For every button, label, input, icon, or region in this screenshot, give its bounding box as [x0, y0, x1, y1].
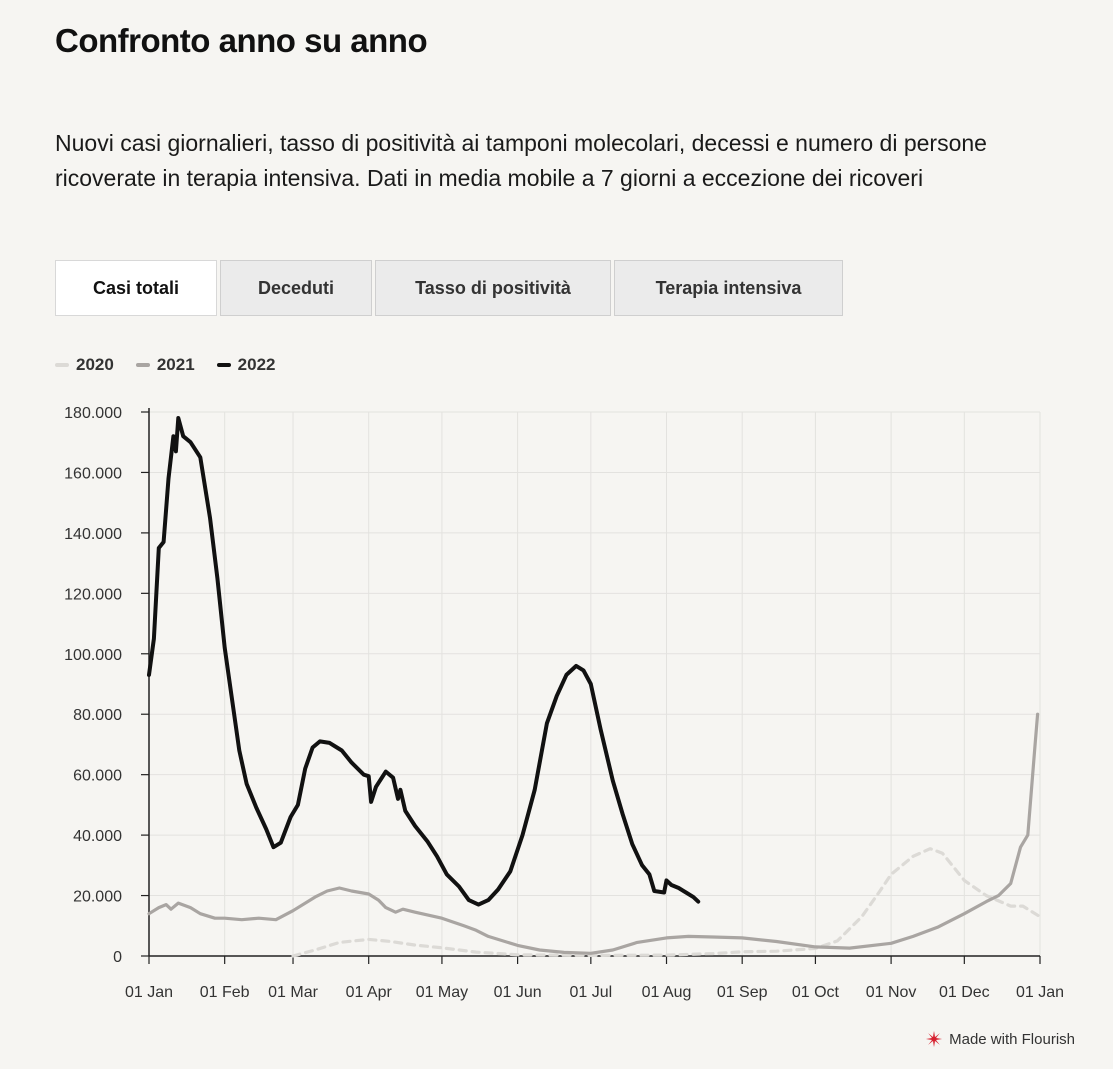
x-tick-label: 01 Apr [346, 984, 393, 1001]
x-tick-label: 01 May [416, 984, 468, 1001]
line-chart: 01 Jan 01 Feb 01 Mar 01 Apr 01 May 01 Jun 01 J… [64, 405, 1064, 1001]
y-tick-label: 180.000 [64, 405, 122, 422]
x-tick-label: 01 Aug [642, 984, 692, 1001]
chart-legend: 2020 2021 2022 [55, 355, 275, 375]
y-tick-label: 160.000 [64, 465, 122, 482]
series-line-2022 [147, 416, 701, 907]
x-tick-label: 01 Jun [494, 984, 542, 1001]
page-subtitle: Nuovi casi giornalieri, tasso di positiv… [55, 130, 987, 191]
tab-casi-totali[interactable]: Casi totali [55, 260, 217, 316]
x-tick-label: 01 Dec [939, 984, 990, 1001]
x-tick-label: 01 Feb [200, 984, 250, 1001]
x-tick-label: 01 Jan [1016, 984, 1064, 1001]
legend-item-2021[interactable]: 2021 [135, 355, 195, 375]
series-line-2021 [147, 712, 1040, 955]
x-tick-label: 01 Sep [717, 984, 768, 1001]
x-tick-label: 01 Jul [569, 984, 612, 1001]
y-tick-label: 0 [113, 949, 122, 966]
tab-deceduti[interactable]: Deceduti [220, 260, 372, 316]
tab-tasso-di-positivita[interactable]: Tasso di positività [375, 260, 611, 316]
legend-item-2022[interactable]: 2022 [216, 355, 276, 375]
flourish-credit-label: Made with Flourish [949, 1030, 1075, 1048]
legend-swatch [216, 363, 231, 367]
y-tick-label: 100.000 [64, 647, 122, 664]
x-tick-label: 01 Mar [268, 984, 318, 1001]
y-tick-label: 80.000 [73, 707, 122, 724]
legend-label: 2021 [156, 355, 195, 374]
page-title: Confronto anno su anno [55, 22, 428, 59]
flourish-credit[interactable]: Made with Flourish [925, 1030, 1075, 1048]
y-tick-label: 140.000 [64, 526, 122, 543]
x-tick-label: 01 Jan [125, 984, 173, 1001]
x-tick-label: 01 Oct [792, 984, 840, 1001]
legend-swatch [135, 363, 150, 367]
legend-label: 2020 [76, 355, 114, 374]
legend-item-2020[interactable]: 2020 [55, 355, 114, 375]
flourish-logo-icon [926, 1030, 943, 1048]
y-tick-label: 20.000 [73, 889, 122, 906]
y-tick-label: 40.000 [73, 828, 122, 845]
y-tick-label: 120.000 [64, 586, 122, 603]
legend-swatch [55, 363, 69, 367]
series-line-2020 [291, 847, 1042, 958]
legend-label: 2022 [237, 355, 276, 374]
x-tick-label: 01 Nov [866, 984, 917, 1001]
y-tick-label: 60.000 [73, 768, 122, 785]
tab-terapia-intensiva[interactable]: Terapia intensiva [614, 260, 843, 316]
